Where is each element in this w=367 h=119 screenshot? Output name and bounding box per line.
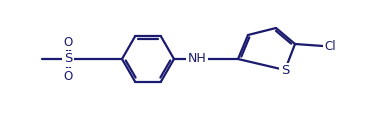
Text: S: S [64, 52, 72, 65]
Text: Cl: Cl [324, 40, 336, 52]
Text: O: O [63, 69, 73, 82]
Text: O: O [63, 35, 73, 49]
Text: NH: NH [188, 52, 206, 65]
Text: S: S [281, 64, 289, 77]
